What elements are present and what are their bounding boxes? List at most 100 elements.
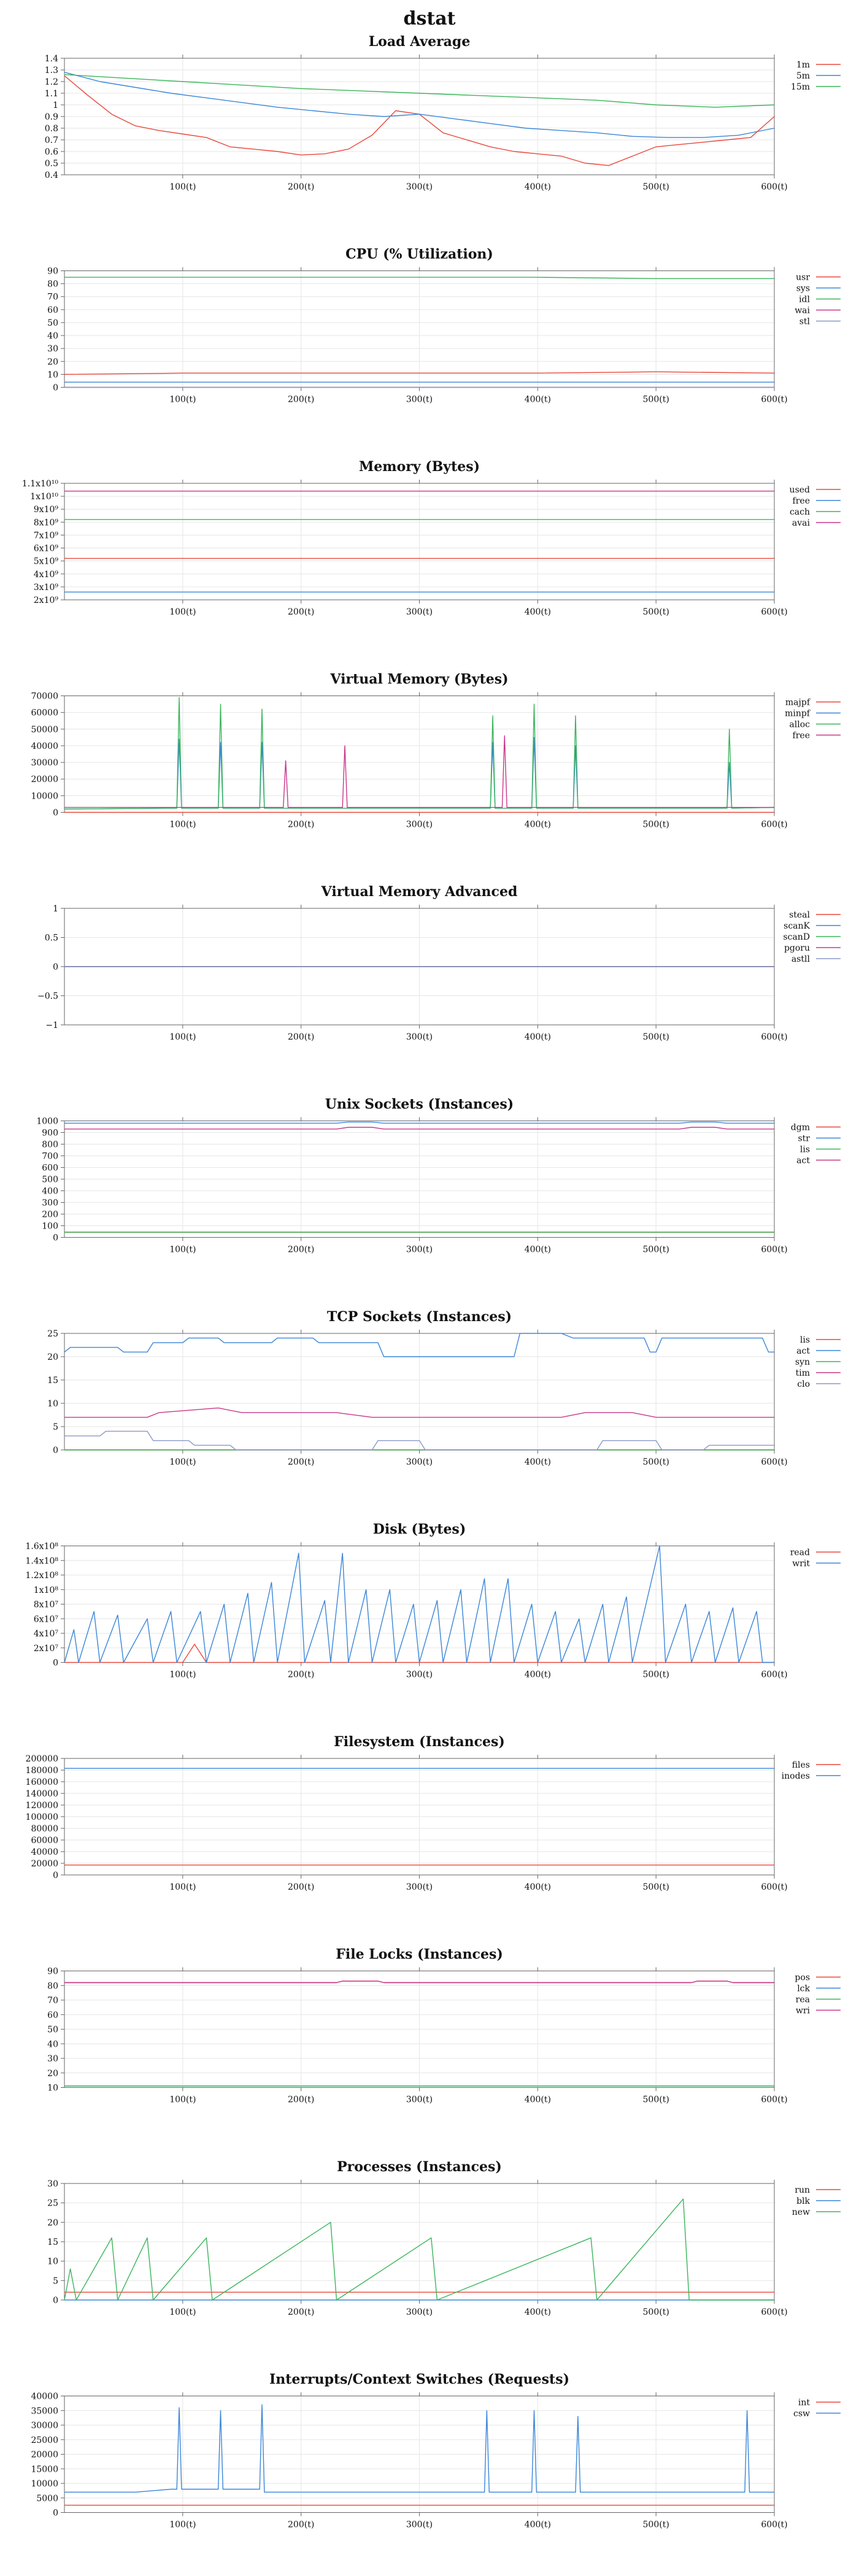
x-tick-label: 100(t) — [169, 820, 196, 830]
y-tick-label: 30000 — [31, 2421, 58, 2431]
y-tick-label: 900 — [42, 1129, 58, 1138]
x-tick-label: 400(t) — [525, 395, 551, 405]
x-tick-label: 600(t) — [761, 2520, 787, 2530]
y-tick-label: 2x10⁹ — [34, 596, 59, 605]
legend-label: sys — [796, 284, 810, 294]
y-tick-label: 7x10⁹ — [34, 531, 59, 540]
legend-label: idl — [799, 295, 810, 305]
legend-label: 1m — [796, 60, 810, 70]
legend-label: alloc — [789, 720, 810, 730]
legend-label: pgoru — [784, 943, 810, 953]
y-tick-label: 0 — [53, 1233, 58, 1243]
legend-label: syn — [795, 1357, 810, 1367]
y-tick-label: 60 — [47, 305, 58, 315]
y-tick-label: 10000 — [31, 2479, 58, 2489]
legend-label: majpf — [785, 698, 811, 708]
x-tick-label: 300(t) — [406, 607, 433, 617]
x-tick-label: 500(t) — [643, 395, 669, 405]
chart-10: File Locks (Instances) 10 20 30 40 50 60 70 80 90… — [47, 1947, 841, 2105]
y-tick-label: 140000 — [26, 1789, 58, 1799]
x-tick-label: 100(t) — [169, 182, 196, 192]
y-tick-label: 80 — [47, 1981, 58, 1991]
y-tick-label: 20000 — [31, 2450, 58, 2460]
x-tick-label: 400(t) — [525, 1457, 551, 1467]
y-tick-label: 5000 — [36, 2494, 58, 2504]
x-tick-label: 600(t) — [761, 1032, 787, 1042]
legend-label: clo — [797, 1379, 810, 1389]
x-tick-label: 300(t) — [406, 820, 433, 830]
legend-label: blk — [796, 2196, 810, 2206]
y-tick-label: 6x10⁹ — [34, 544, 59, 554]
y-tick-label: 30 — [47, 2179, 58, 2189]
legend-label: scanK — [784, 921, 810, 931]
x-tick-label: 300(t) — [406, 2307, 433, 2317]
y-tick-label: 0 — [53, 1658, 58, 1668]
y-tick-label: 800 — [42, 1140, 58, 1150]
x-tick-label: 600(t) — [761, 607, 787, 617]
y-tick-label: 15000 — [31, 2464, 58, 2474]
y-tick-label: 10000 — [31, 791, 58, 801]
x-tick-label: 600(t) — [761, 1882, 787, 1892]
x-tick-label: 100(t) — [169, 2520, 196, 2530]
series-line-free — [64, 735, 774, 808]
x-tick-label: 100(t) — [169, 2095, 196, 2105]
legend-label: files — [792, 1760, 810, 1770]
x-tick-label: 200(t) — [288, 2095, 314, 2105]
x-tick-label: 500(t) — [643, 2520, 669, 2530]
y-tick-label: 400 — [42, 1187, 58, 1197]
y-tick-label: 0.6 — [45, 147, 58, 157]
legend-label: str — [798, 1134, 810, 1144]
y-tick-label: 0.8 — [45, 124, 58, 134]
y-tick-label: 120000 — [26, 1801, 58, 1811]
y-tick-label: 10 — [47, 1399, 58, 1409]
y-tick-label: 0.5 — [45, 933, 58, 943]
chart-title: Filesystem (Instances) — [334, 1734, 505, 1750]
y-tick-label: 180000 — [26, 1766, 58, 1776]
x-tick-label: 500(t) — [643, 820, 669, 830]
y-tick-label: 20000 — [31, 1859, 58, 1869]
series-line-csw — [64, 2404, 774, 2493]
chart-3: Memory (Bytes) 2x10⁹ 3x10⁹ 4x10⁹ 5x10⁹ 6x10⁹ 7… — [22, 459, 841, 617]
y-tick-label: 1x10⁸ — [34, 1585, 59, 1595]
legend-label: usr — [796, 273, 810, 283]
y-tick-label: 4x10⁷ — [34, 1629, 59, 1639]
y-tick-label: 1000 — [36, 1117, 58, 1127]
y-tick-label: 2x10⁷ — [34, 1644, 59, 1654]
legend-label: used — [790, 485, 810, 495]
legend-label: 15m — [791, 82, 810, 92]
y-tick-label: 600 — [42, 1163, 58, 1173]
y-tick-label: 70 — [47, 1996, 58, 2006]
y-tick-label: 9x10⁹ — [34, 505, 59, 515]
x-tick-label: 200(t) — [288, 1457, 314, 1467]
x-tick-label: 200(t) — [288, 2520, 314, 2530]
x-tick-label: 200(t) — [288, 1670, 314, 1680]
y-tick-label: 160000 — [26, 1777, 58, 1787]
legend-label: minpf — [785, 709, 811, 719]
y-tick-label: −1 — [45, 1021, 58, 1030]
x-tick-label: 500(t) — [643, 1457, 669, 1467]
x-tick-label: 300(t) — [406, 1882, 433, 1892]
x-tick-label: 400(t) — [525, 182, 551, 192]
y-tick-label: 35000 — [31, 2406, 58, 2416]
y-tick-label: 0 — [53, 2509, 58, 2518]
x-tick-label: 500(t) — [643, 1670, 669, 1680]
y-tick-label: 60000 — [31, 1836, 58, 1846]
series-line-wri — [64, 1980, 774, 1984]
legend-label: wri — [796, 2006, 811, 2016]
y-tick-label: 200 — [42, 1210, 58, 1220]
y-tick-label: 30 — [47, 2054, 58, 2064]
x-tick-label: 400(t) — [525, 2095, 551, 2105]
y-tick-label: −0.5 — [37, 992, 58, 1002]
y-tick-label: 5 — [53, 1422, 58, 1432]
legend-label: cach — [790, 507, 810, 517]
y-tick-label: 1 — [53, 101, 58, 110]
legend-label: lck — [797, 1984, 810, 1994]
x-tick-label: 300(t) — [406, 1245, 433, 1255]
y-tick-label: 25 — [47, 1329, 58, 1339]
x-tick-label: 300(t) — [406, 182, 433, 192]
x-tick-label: 200(t) — [288, 1882, 314, 1892]
y-tick-label: 100 — [42, 1222, 58, 1232]
y-tick-label: 200000 — [26, 1754, 58, 1764]
y-tick-label: 8x10⁷ — [34, 1600, 59, 1610]
